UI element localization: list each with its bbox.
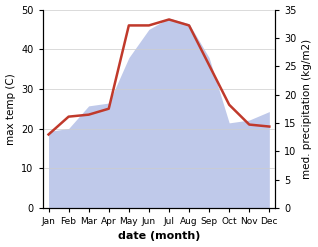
Y-axis label: med. precipitation (kg/m2): med. precipitation (kg/m2) [302,39,313,179]
X-axis label: date (month): date (month) [118,231,200,242]
Y-axis label: max temp (C): max temp (C) [5,73,16,144]
